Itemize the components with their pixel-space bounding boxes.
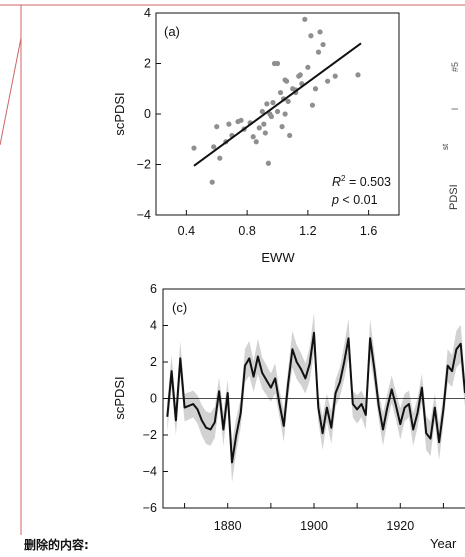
x-tick-label: 1900 (300, 519, 328, 533)
p-value-annotation: p < 0.01 (331, 193, 378, 207)
scpdsi-series-line (166, 331, 465, 464)
data-point (214, 124, 220, 130)
y-tick-label: 2 (144, 57, 151, 71)
y-tick-label: 0 (144, 107, 151, 121)
data-point (308, 33, 314, 39)
data-point (268, 113, 275, 120)
data-point (355, 72, 361, 78)
r-squared-annotation: R2 = 0.503 (332, 174, 391, 189)
panel-c-label: (c) (172, 300, 187, 315)
data-point (305, 64, 311, 70)
data-point (309, 102, 316, 108)
y-tick-label: −2 (143, 428, 157, 442)
data-point (317, 29, 323, 35)
y-tick-label: −6 (143, 501, 157, 515)
panel-a-label: (a) (164, 24, 180, 39)
y-tick-label: 6 (150, 282, 157, 296)
data-point (302, 16, 308, 22)
panel-b-ylabel-superscript: st (441, 143, 450, 150)
x-tick-label: 0.8 (238, 224, 255, 238)
data-point (226, 121, 232, 127)
deleted-content-caption: 删除的内容: (24, 538, 89, 552)
y-tick-label: −4 (143, 465, 157, 479)
data-point (265, 160, 271, 166)
data-point (282, 111, 288, 117)
x-tick-label: 0.4 (178, 224, 195, 238)
y-tick-label: 4 (150, 319, 157, 333)
scatter-panel-a: −4 −2 0 2 4 0.4 0.8 1.2 1.6 (a) R2 = 0.503 p < 0… (112, 6, 400, 265)
data-point (253, 139, 259, 145)
data-point (250, 134, 256, 140)
data-point (297, 72, 303, 78)
data-point (279, 124, 285, 130)
x-tick-label: 1.6 (360, 224, 377, 238)
data-point (217, 155, 223, 161)
data-point (282, 77, 288, 83)
panel-b-ylabel-fragment: PDSI (448, 184, 460, 210)
x-tick-label: 1.2 (299, 224, 316, 238)
data-point (274, 108, 281, 115)
regression-line (193, 42, 362, 167)
timeseries-panel-c: −6 −4 −2 0 2 4 6 1880 1900 1920 (c) scPDSI Year (112, 282, 465, 551)
data-point (261, 121, 267, 127)
y-tick-label: −4 (137, 208, 151, 222)
y-tick-label: 0 (150, 392, 157, 406)
x-tick-label: 1880 (214, 519, 242, 533)
y-tick-label: −2 (137, 158, 151, 172)
panel-b-fragment: PDSI st l #5 (441, 62, 460, 210)
data-point (264, 101, 270, 107)
data-point (287, 132, 293, 139)
data-point (270, 100, 276, 106)
data-point (285, 98, 291, 104)
data-point (320, 41, 326, 48)
panel-c-ylabel: scPDSI (112, 376, 127, 419)
data-point (277, 89, 284, 96)
data-point (274, 60, 281, 67)
page-frame-corner (0, 37, 22, 146)
data-point (209, 179, 215, 185)
data-point (238, 117, 244, 123)
x-tick-label: 1920 (386, 519, 414, 533)
data-point (332, 73, 338, 79)
panel-b-ylabel-fragment-3: #5 (450, 62, 460, 72)
y-tick-label: 2 (150, 355, 157, 369)
data-point (312, 86, 319, 92)
data-point (256, 125, 262, 131)
panel-a-ylabel: scPDSI (112, 92, 127, 135)
data-point (315, 49, 322, 55)
y-tick-label: 4 (144, 6, 151, 20)
data-point (262, 130, 268, 136)
panel-c-xlabel: Year (430, 536, 457, 551)
data-point (325, 78, 331, 84)
data-point (259, 108, 265, 115)
panel-a-xlabel: EWW (261, 250, 295, 265)
data-point (191, 145, 197, 151)
data-point (211, 144, 217, 150)
panel-b-ylabel-fragment-2: l (450, 108, 460, 110)
